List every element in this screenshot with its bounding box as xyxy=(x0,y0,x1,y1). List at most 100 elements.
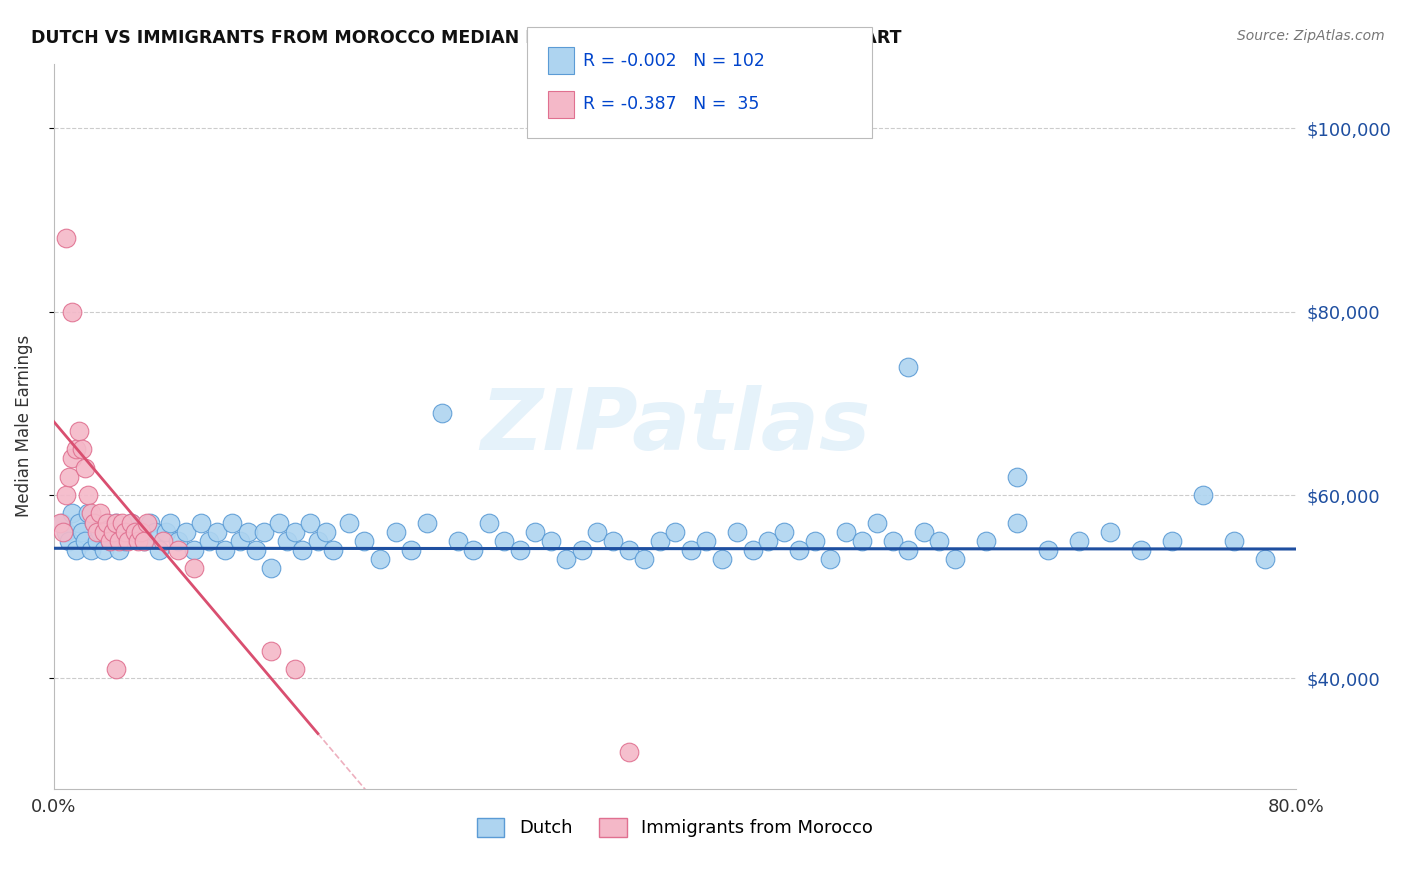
Point xyxy=(1192,488,1215,502)
Point xyxy=(183,561,205,575)
Point xyxy=(198,533,221,548)
Point xyxy=(55,231,77,245)
Point xyxy=(267,516,290,530)
Point xyxy=(1036,543,1059,558)
Point xyxy=(820,552,842,566)
Point xyxy=(117,533,139,548)
Point xyxy=(307,533,329,548)
Point xyxy=(252,524,274,539)
Point xyxy=(974,533,997,548)
Point xyxy=(447,533,470,548)
Point xyxy=(1223,533,1246,548)
Point xyxy=(121,516,143,530)
Point xyxy=(835,524,858,539)
Point xyxy=(664,524,686,539)
Point xyxy=(70,524,93,539)
Point xyxy=(129,524,152,539)
Point xyxy=(58,469,80,483)
Point xyxy=(710,552,733,566)
Y-axis label: Median Male Earnings: Median Male Earnings xyxy=(15,335,32,517)
Point xyxy=(1067,533,1090,548)
Point xyxy=(586,524,609,539)
Point xyxy=(399,543,422,558)
Point xyxy=(284,524,307,539)
Point xyxy=(276,533,298,548)
Point xyxy=(114,533,136,548)
Point xyxy=(928,533,950,548)
Point xyxy=(804,533,827,548)
Text: ZIPatlas: ZIPatlas xyxy=(479,384,870,467)
Point xyxy=(139,516,162,530)
Point xyxy=(725,524,748,539)
Point xyxy=(183,543,205,558)
Point xyxy=(104,516,127,530)
Point xyxy=(866,516,889,530)
Point xyxy=(124,524,146,539)
Point xyxy=(509,543,531,558)
Point xyxy=(229,533,252,548)
Point xyxy=(98,533,121,548)
Point xyxy=(52,524,75,539)
Point xyxy=(368,552,391,566)
Point xyxy=(86,533,108,548)
Point xyxy=(912,524,935,539)
Point xyxy=(384,524,406,539)
Point xyxy=(101,524,124,539)
Point xyxy=(62,304,84,318)
Point xyxy=(51,516,73,530)
Point xyxy=(882,533,904,548)
Point xyxy=(260,644,283,658)
Point xyxy=(1130,543,1153,558)
Point xyxy=(571,543,593,558)
Point xyxy=(148,543,170,558)
Point xyxy=(540,533,562,548)
Point xyxy=(291,543,314,558)
Point xyxy=(67,424,90,438)
Point xyxy=(524,524,547,539)
Point xyxy=(315,524,337,539)
Point xyxy=(80,543,103,558)
Point xyxy=(96,516,118,530)
Point xyxy=(741,543,763,558)
Point xyxy=(943,552,966,566)
Point xyxy=(174,524,197,539)
Point xyxy=(127,533,149,548)
Point xyxy=(65,442,87,457)
Point xyxy=(101,524,124,539)
Point xyxy=(62,451,84,466)
Point xyxy=(77,507,100,521)
Point xyxy=(648,533,671,548)
Point xyxy=(772,524,794,539)
Point xyxy=(73,460,96,475)
Point xyxy=(236,524,259,539)
Point xyxy=(190,516,212,530)
Point xyxy=(49,516,72,530)
Point xyxy=(1254,552,1277,566)
Point xyxy=(430,405,453,419)
Point xyxy=(98,533,121,548)
Point xyxy=(77,488,100,502)
Point xyxy=(695,533,717,548)
Point xyxy=(284,662,307,676)
Point xyxy=(494,533,516,548)
Point xyxy=(1161,533,1184,548)
Point xyxy=(86,524,108,539)
Point xyxy=(617,543,640,558)
Point xyxy=(851,533,873,548)
Point xyxy=(128,524,150,539)
Point xyxy=(159,516,181,530)
Point xyxy=(104,516,127,530)
Point xyxy=(602,533,624,548)
Point xyxy=(897,543,920,558)
Point xyxy=(83,516,105,530)
Point xyxy=(555,552,578,566)
Point xyxy=(104,662,127,676)
Point xyxy=(55,524,77,539)
Point xyxy=(55,488,77,502)
Point xyxy=(322,543,344,558)
Text: R = -0.387   N =  35: R = -0.387 N = 35 xyxy=(583,95,759,113)
Point xyxy=(143,524,166,539)
Point xyxy=(415,516,437,530)
Point xyxy=(1098,524,1121,539)
Point xyxy=(1005,516,1028,530)
